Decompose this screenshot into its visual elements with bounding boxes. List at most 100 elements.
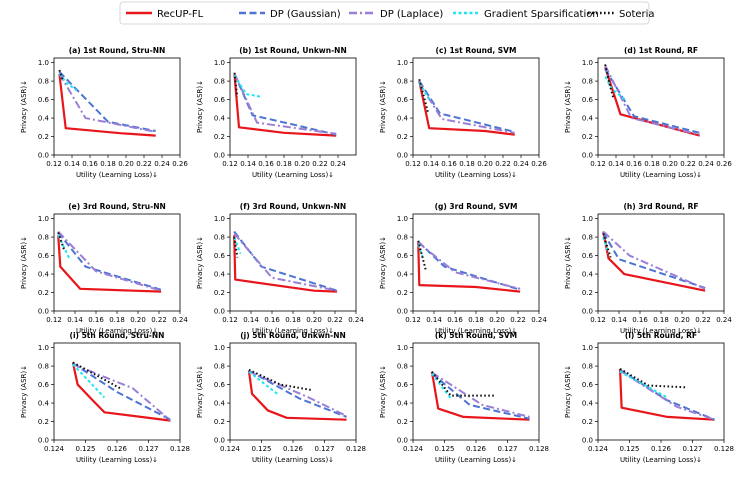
panel-title: (j) 5th Round, Unkwn-NN [240, 331, 346, 340]
panel-7: (g) 3rd Round, SVM 0.12 0.14 0.16 0.18 0.20 0.… [379, 202, 547, 335]
x-tick-label: 0.24 [698, 160, 714, 168]
y-tick-label: 0.4 [38, 271, 50, 279]
y-tick-label: 0.8 [38, 363, 49, 371]
x-tick-label: 0.18 [100, 160, 116, 168]
series-dpl [431, 371, 530, 418]
x-axis-label: Utility (Learning Loss)↓ [435, 327, 517, 335]
series-soteria [57, 232, 66, 252]
y-tick-label: 0.6 [38, 252, 50, 260]
y-tick-label: 0.8 [397, 234, 408, 242]
x-tick-label: 0.126 [651, 445, 672, 453]
panel-10: (j) 5th Round, Unkwn-NN 0.124 0.125 0.126 0.… [196, 331, 366, 464]
x-tick-label: 0.125 [434, 445, 454, 453]
y-tick-label: 0.2 [582, 418, 593, 426]
x-tick-label: 0.20 [130, 316, 146, 324]
series-recup [417, 242, 521, 293]
panel-title: (b) 1st Round, Unkwn-NN [239, 46, 347, 55]
y-tick-label: 0.4 [214, 115, 226, 123]
axes-frame [412, 213, 540, 312]
y-tick-label: 0.0 [214, 152, 225, 160]
y-tick-label: 0.0 [214, 308, 225, 316]
legend: RecUP-FL DP (Gaussian) DP (Laplace) Gradien… [119, 1, 655, 25]
panel-8: (h) 3rd Round, RF 0.12 0.14 0.16 0.18 0.20 0.2… [564, 202, 732, 335]
axes-frame [597, 342, 725, 441]
y-tick-label: 0.0 [582, 152, 593, 160]
series-soteria [418, 78, 430, 114]
series-recup [418, 80, 515, 136]
series-gs [248, 370, 278, 395]
x-tick-label: 0.12 [590, 316, 606, 324]
x-tick-label: 0.26 [716, 160, 732, 168]
y-tick-label: 0.6 [582, 381, 594, 389]
series-dpg [72, 362, 172, 421]
series-soteria [602, 233, 612, 258]
x-tick-label: 0.18 [468, 316, 484, 324]
series-dpl [72, 363, 172, 422]
x-tick-label: 0.24 [531, 316, 547, 324]
x-tick-label: 0.128 [346, 445, 366, 453]
legend-label-soteria: Soteria [619, 9, 655, 20]
x-tick-label: 0.22 [510, 316, 526, 324]
series-soteria [233, 72, 239, 97]
series-recup [430, 371, 530, 421]
axes-frame [412, 57, 540, 156]
y-axis-label: Privacy (ASR)↓ [564, 80, 572, 133]
y-tick-label: 0.4 [214, 400, 226, 408]
x-tick-label: 0.126 [107, 445, 128, 453]
y-tick-label: 0.4 [582, 271, 594, 279]
x-tick-label: 0.24 [348, 316, 364, 324]
y-tick-label: 0.0 [397, 437, 408, 445]
panel-4: (d) 1st Round, RF0.12 0.14 0.16 0.18 0.20 0.2… [564, 46, 732, 179]
series-dpl [248, 370, 347, 417]
y-tick-label: 0.6 [214, 252, 226, 260]
y-axis-label: Privacy (ASR)↓ [20, 236, 28, 289]
x-tick-label: 0.14 [67, 316, 83, 324]
y-axis-label: Privacy (ASR)↓ [564, 236, 572, 289]
y-tick-label: 0.2 [38, 418, 49, 426]
series-recup [247, 370, 347, 421]
y-tick-label: 1.0 [214, 215, 225, 223]
y-tick-label: 0.2 [397, 289, 408, 297]
y-tick-label: 0.8 [582, 234, 593, 242]
y-tick-label: 0.6 [397, 96, 409, 104]
y-axis-label: Privacy (ASR)↓ [196, 365, 204, 418]
panel-title: (a) 1st Round, Stru-NN [69, 46, 166, 55]
y-tick-label: 0.2 [38, 289, 49, 297]
x-tick-label: 0.24 [716, 316, 732, 324]
x-axis-label: Utility (Learning Loss)↓ [252, 327, 334, 335]
x-tick-label: 0.125 [619, 445, 639, 453]
x-tick-label: 0.16 [626, 160, 642, 168]
x-tick-label: 0.12 [405, 160, 421, 168]
y-tick-label: 0.8 [397, 363, 408, 371]
x-tick-label: 0.20 [294, 160, 310, 168]
y-tick-label: 1.0 [214, 344, 225, 352]
series-gs [602, 236, 610, 255]
x-tick-label: 0.124 [403, 445, 424, 453]
x-tick-label: 0.18 [276, 160, 292, 168]
x-tick-label: 0.12 [46, 316, 62, 324]
y-tick-label: 0.0 [397, 308, 408, 316]
series-dpg [233, 73, 337, 136]
series-dpg [248, 369, 347, 418]
x-tick-label: 0.16 [264, 316, 280, 324]
series-dpl [604, 64, 700, 136]
y-tick-label: 0.6 [582, 252, 594, 260]
series-soteria [248, 368, 313, 392]
y-tick-label: 1.0 [397, 215, 408, 223]
series-gs [233, 236, 242, 255]
series-dpg [431, 372, 530, 420]
x-tick-label: 0.127 [138, 445, 158, 453]
x-tick-label: 0.12 [405, 316, 421, 324]
panel-2: (b) 1st Round, Unkwn-NN0.12 0.14 0.16 0.18 0… [196, 46, 357, 179]
y-tick-label: 0.8 [582, 363, 593, 371]
series-dpg [418, 80, 515, 133]
y-tick-label: 0.0 [582, 437, 593, 445]
x-axis-label: Utility (Learning Loss)↓ [252, 171, 334, 179]
y-tick-label: 0.4 [214, 271, 226, 279]
y-tick-label: 0.8 [214, 78, 225, 86]
series-soteria [604, 64, 615, 98]
x-tick-label: 0.127 [497, 445, 517, 453]
y-tick-label: 0.6 [582, 96, 594, 104]
x-tick-label: 0.18 [653, 316, 669, 324]
